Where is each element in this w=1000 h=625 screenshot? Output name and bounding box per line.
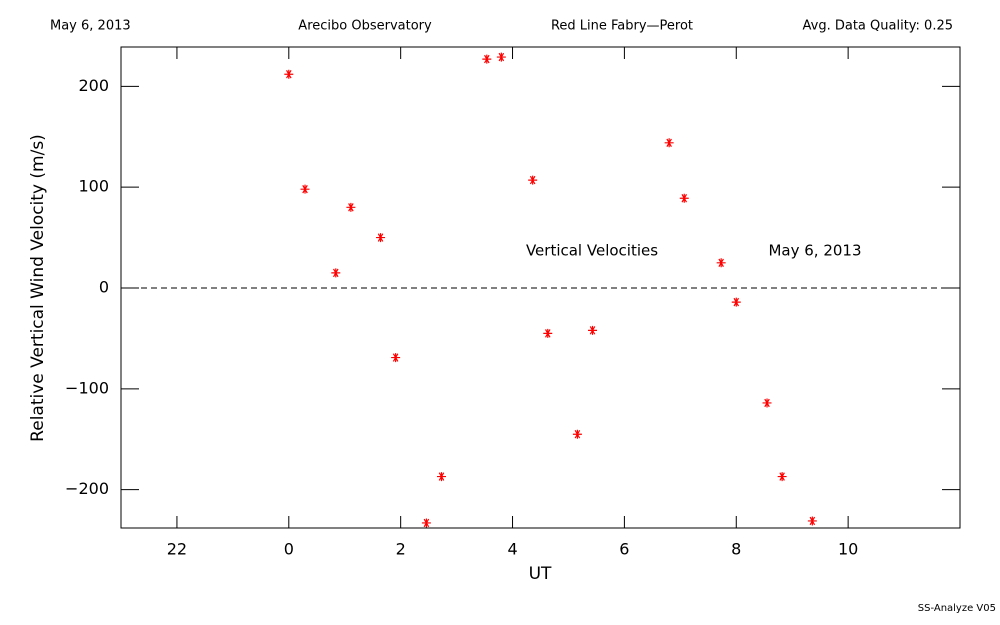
y-tick-label: 200 [78,76,109,95]
data-point [777,472,787,482]
data-point [391,353,401,363]
data-point [421,518,431,528]
y-tick-label: 0 [99,278,109,297]
y-tick-label: 100 [78,177,109,196]
plot-frame [120,46,961,529]
data-point [482,54,492,64]
data-point [762,398,772,408]
data-point [528,175,538,185]
x-tick-label: 2 [396,540,406,559]
x-tick-label: 8 [731,540,741,559]
data-point [731,297,741,307]
annotation: May 6, 2013 [768,242,861,260]
header-site: Arecibo Observatory [298,19,432,34]
header-instrument: Red Line Fabry—Perot [551,19,693,34]
data-point [346,202,356,212]
data-point [331,268,341,278]
data-point [716,258,726,268]
data-point [543,328,553,338]
x-tick-label: 0 [284,540,294,559]
data-point [664,138,674,148]
data-point [300,184,310,194]
y-tick-label: −200 [65,479,109,498]
x-tick-label: 22 [167,540,187,559]
data-point [376,233,386,243]
header-quality: Avg. Data Quality: 0.25 [803,19,953,34]
y-tick-label: −100 [65,378,109,397]
data-point [284,69,294,79]
x-tick-label: 4 [507,540,517,559]
data-point [588,325,598,335]
x-axis-label: UT [529,564,552,584]
footer: SS-Analyze V05 [918,603,996,614]
data-point [496,52,506,62]
x-tick-label: 6 [619,540,629,559]
data-point [436,472,446,482]
data-point [807,516,817,526]
data-point [572,429,582,439]
y-axis-label: Relative Vertical Wind Velocity (m/s) [28,134,48,442]
data-point [679,193,689,203]
annotation: Vertical Velocities [526,242,658,260]
header-date: May 6, 2013 [50,19,131,34]
x-tick-label: 10 [838,540,858,559]
